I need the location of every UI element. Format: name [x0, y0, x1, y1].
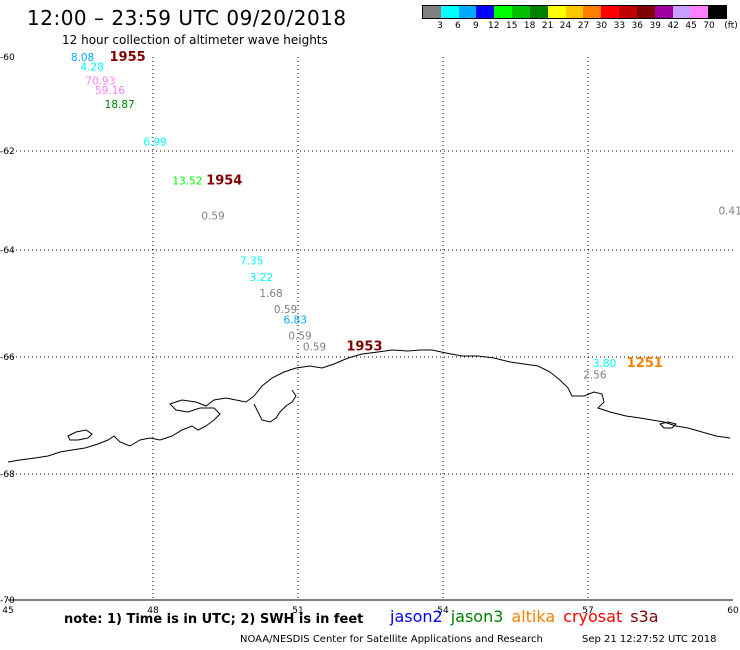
- colorbar-label: 9: [472, 21, 479, 31]
- colorbar-swatch: [565, 6, 584, 18]
- colorbar-labels: 3 6 9 12 15 18 21 24 27 30 33 36 39 42 45 70 (ft): [422, 21, 740, 33]
- credit-line: NOAA/NESDIS Center for Satellite Applica…: [240, 634, 543, 645]
- latitude-label: -62: [0, 147, 15, 157]
- latitude-label: -64: [0, 246, 15, 256]
- colorbar-label: 36: [631, 21, 644, 31]
- colorbar-swatch: [708, 6, 727, 18]
- colorbar-swatch: [440, 6, 459, 18]
- colorbar-label: 42: [667, 21, 679, 31]
- wave-height-value: 0.59: [201, 210, 224, 222]
- wave-height-value: 0.59: [288, 331, 311, 343]
- colorbar-label: (ft): [724, 21, 738, 31]
- colorbar-swatch: [458, 6, 477, 18]
- colorbar-swatch: [583, 6, 602, 18]
- island-east: [659, 421, 677, 429]
- latitude-label: -68: [0, 470, 15, 480]
- satellite-legend: jason2 jason3 altika cryosat s3a: [390, 607, 667, 626]
- longitude-label: 51: [292, 606, 303, 616]
- colorbar-swatch: [476, 6, 495, 18]
- colorbar-label: 18: [523, 21, 536, 31]
- longitude-label: 54: [437, 606, 449, 616]
- latitude-label: -66: [0, 353, 15, 363]
- colorbar-swatch: [512, 6, 530, 18]
- colorbar-swatch: [601, 6, 620, 18]
- wave-height-value: 3.22: [250, 272, 273, 284]
- colorbar-swatch: [619, 6, 637, 18]
- pass-time-label: 1955: [110, 50, 146, 65]
- wave-height-value: 8.08: [71, 52, 94, 64]
- satellite-legend-item: jason2: [390, 607, 443, 626]
- ice-shelf-inlet: [253, 389, 297, 423]
- colorbar-label: 45: [685, 21, 697, 31]
- latitude-label: -70: [0, 596, 15, 606]
- satellite-legend-item: altika: [511, 607, 556, 626]
- wave-height-colorbar: [422, 5, 727, 19]
- longitude-label: 48: [147, 606, 159, 616]
- wave-height-value: 18.87: [105, 99, 135, 111]
- colorbar-swatch: [494, 6, 513, 18]
- lat-lon-grid: 45 48 51 54 57 60 -60 -62 -64 -66 -68 -70: [0, 53, 739, 616]
- wave-height-value: 0.41: [719, 205, 740, 217]
- longitude-label: 60: [727, 606, 739, 616]
- wave-height-value: 1.68: [259, 288, 282, 300]
- units-note: note: 1) Time is in UTC; 2) SWH is in fe…: [64, 612, 364, 627]
- colorbar-label: 12: [488, 21, 500, 31]
- map-subtitle: 12 hour collection of altimeter wave hei…: [62, 33, 328, 47]
- wave-height-value: 4.28: [81, 61, 104, 73]
- longitude-label: 57: [582, 606, 593, 616]
- satellite-pass-times: 1955 1954 1953 1251: [110, 50, 663, 371]
- colorbar-label: 6: [455, 21, 461, 31]
- latitude-label: -60: [0, 53, 15, 63]
- antarctic-coastline: [7, 349, 731, 463]
- wave-height-value: 7.35: [240, 256, 263, 268]
- wave-height-value: 0.59: [274, 304, 297, 316]
- pass-time-label: 1251: [627, 356, 663, 371]
- colorbar-swatch: [423, 6, 441, 18]
- pass-time-label: 1954: [206, 174, 242, 189]
- wave-height-value: 6.99: [143, 137, 166, 149]
- colorbar-label: 3: [437, 21, 443, 31]
- colorbar-label: 70: [703, 21, 715, 31]
- colorbar-label: 27: [577, 21, 590, 31]
- satellite-legend-item: s3a: [630, 607, 659, 626]
- island-west: [67, 429, 93, 441]
- wave-height-value: 2.56: [583, 370, 607, 382]
- colorbar-swatch: [636, 6, 655, 18]
- wave-height-value: 3.80: [593, 358, 616, 370]
- colorbar-label: 24: [559, 21, 572, 31]
- colorbar-label: 33: [613, 21, 626, 31]
- satellite-legend-item: jason3: [450, 607, 504, 626]
- wave-height-value: 70.93: [85, 76, 115, 88]
- colorbar-label: 39: [649, 21, 661, 31]
- colorbar-swatch: [672, 6, 691, 18]
- longitude-label: 45: [2, 606, 13, 616]
- pass-time-label: 1953: [346, 339, 382, 354]
- wave-height-value: 6.83: [284, 315, 307, 327]
- generation-timestamp: Sep 21 12:27:52 UTC 2018: [582, 634, 717, 645]
- satellite-legend-item: cryosat: [563, 607, 623, 626]
- colorbar-label: 15: [505, 21, 518, 31]
- colorbar-swatch: [654, 6, 673, 18]
- colorbar-label: 21: [541, 21, 554, 31]
- colorbar-swatch: [690, 6, 709, 18]
- wave-height-value: 59.16: [95, 85, 125, 97]
- wave-height-value: 0.59: [303, 341, 326, 353]
- colorbar-label: 30: [595, 21, 608, 31]
- colorbar-swatch: [547, 6, 566, 18]
- wave-height-value: 13.52: [172, 176, 202, 188]
- map-title: 12:00 – 23:59 UTC 09/20/2018: [27, 6, 347, 30]
- colorbar-swatch: [529, 6, 548, 18]
